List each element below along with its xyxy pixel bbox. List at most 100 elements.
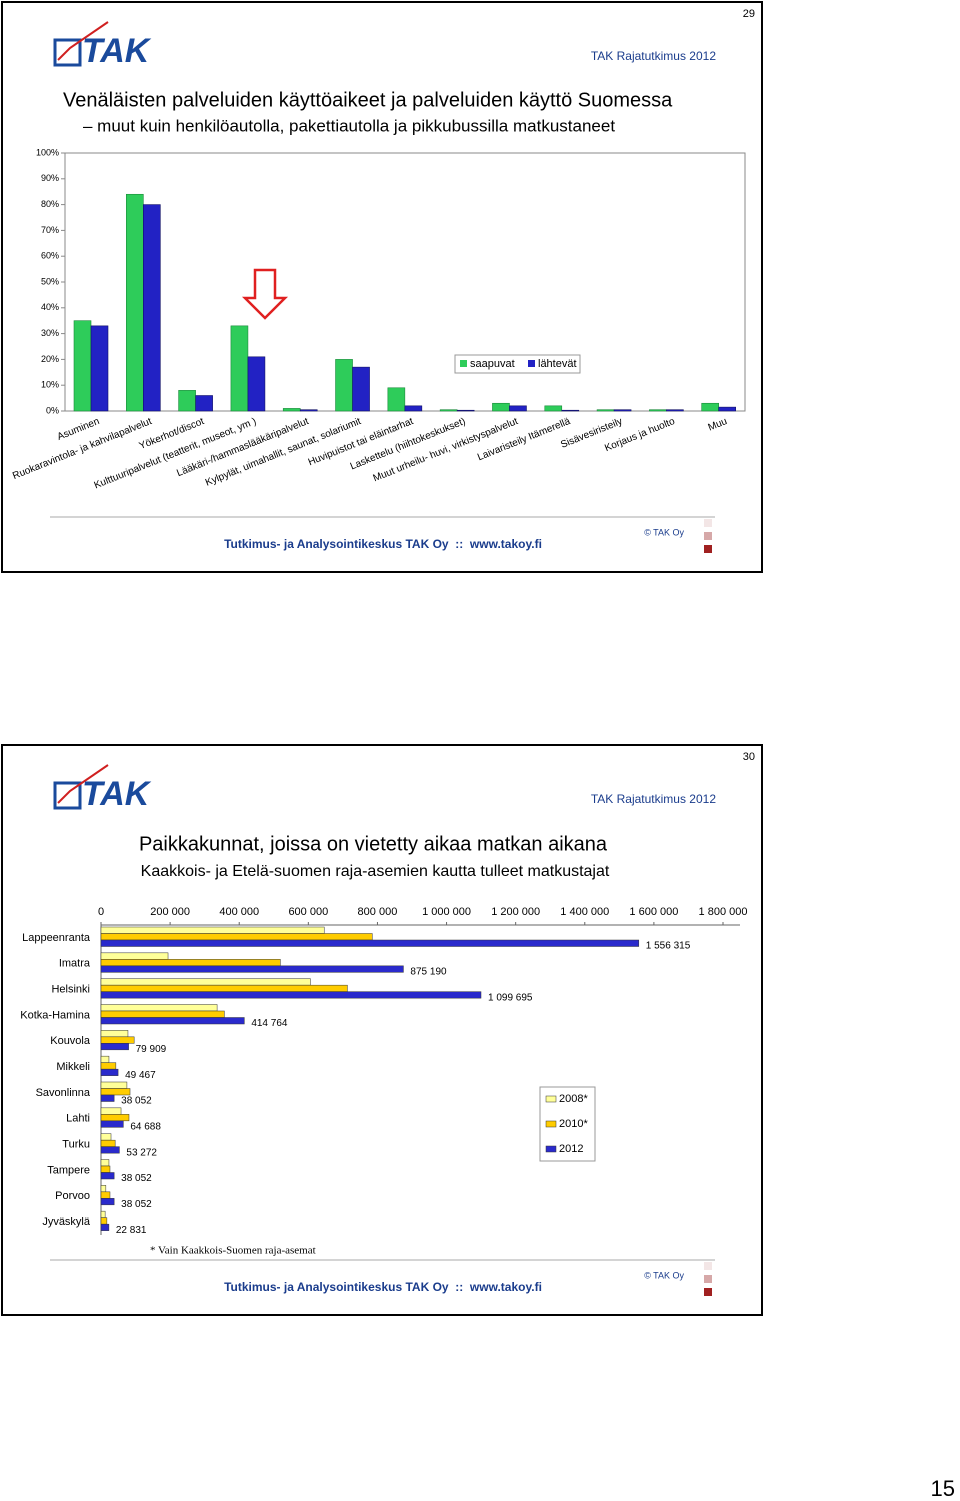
y-tick-label: Lappeenranta <box>22 932 91 944</box>
bar <box>649 409 667 412</box>
bar <box>100 939 640 947</box>
bar <box>100 952 169 960</box>
bar <box>100 1114 130 1122</box>
deco-square <box>704 1262 712 1270</box>
slide-frame <box>1 1 763 573</box>
legend-label: saapuvat <box>470 358 515 370</box>
copyright: © TAK Oy <box>644 527 684 537</box>
bar <box>100 1062 117 1070</box>
y-tick-label: Helsinki <box>51 984 90 996</box>
bar <box>247 356 266 412</box>
header: TAK Rajatutkimus 2012 <box>591 49 716 63</box>
bar <box>90 325 109 412</box>
data-label: 1 556 315 <box>646 941 691 952</box>
y-tick-label: Turku <box>62 1139 90 1151</box>
bar <box>509 405 527 412</box>
bar <box>100 991 482 999</box>
bar <box>100 1198 115 1206</box>
x-tick-label: 1 800 000 <box>699 906 748 918</box>
bar <box>100 965 404 973</box>
slide-subtitle: Kaakkois- ja Etelä-suomen raja-asemien k… <box>141 863 610 880</box>
bar <box>100 1094 115 1102</box>
legend-label: 2010* <box>559 1118 588 1130</box>
header: TAK Rajatutkimus 2012 <box>591 792 716 806</box>
data-label: 1 099 695 <box>488 992 533 1003</box>
y-tick-label: 0% <box>46 405 59 415</box>
bar <box>195 395 213 412</box>
bar <box>100 1120 124 1128</box>
bar <box>100 1043 129 1051</box>
bar <box>126 193 144 412</box>
bar <box>100 1088 131 1096</box>
bar <box>100 1081 128 1089</box>
deco-square <box>704 1275 712 1283</box>
legend-swatch <box>545 1120 557 1128</box>
y-tick-label: Kotka-Hamina <box>20 1009 91 1021</box>
arrow <box>241 268 289 320</box>
bar <box>666 409 684 412</box>
y-tick-label: Savonlinna <box>36 1087 91 1099</box>
data-label: 22 831 <box>116 1225 147 1236</box>
y-tick-label: Lahti <box>66 1113 90 1125</box>
bar <box>100 1030 129 1038</box>
bar <box>387 387 406 412</box>
legend-swatch <box>528 360 535 367</box>
x-tick-label: 200 000 <box>150 906 190 918</box>
legend-label: 2012 <box>559 1143 583 1155</box>
y-tick-label: 30% <box>41 328 59 338</box>
y-tick-label: Mikkeli <box>56 1061 90 1073</box>
bar <box>701 402 719 412</box>
copyright: © TAK Oy <box>644 1270 684 1280</box>
bar <box>100 1146 120 1154</box>
data-label: 49 467 <box>125 1070 156 1081</box>
legend-swatch <box>460 360 467 367</box>
logo-swoosh <box>57 764 109 804</box>
y-tick-label: 60% <box>41 251 59 261</box>
annotation: * Vain Kaakkois-Suomen raja-asemat <box>150 1245 316 1257</box>
slide-title: Paikkakunnat, joissa on vietetty aikaa m… <box>139 833 608 855</box>
y-tick-label: Imatra <box>59 958 91 970</box>
legend-swatch <box>545 1145 557 1153</box>
bar <box>100 1172 115 1180</box>
bar <box>100 1185 107 1193</box>
bar <box>100 1139 116 1147</box>
y-tick-label: Kouvola <box>50 1035 91 1047</box>
deco-square <box>704 532 712 540</box>
bar <box>178 390 196 412</box>
y-tick-label: Jyväskylä <box>42 1216 91 1228</box>
y-tick-label: 10% <box>41 380 59 390</box>
bar <box>100 1017 245 1025</box>
bar <box>73 320 92 412</box>
x-tick-label: 1 400 000 <box>560 906 609 918</box>
slide-frame <box>1 744 763 1316</box>
y-tick-label: 20% <box>41 354 59 364</box>
bar <box>100 1107 122 1115</box>
bar <box>100 984 348 992</box>
bar <box>100 978 311 986</box>
bar <box>100 1010 225 1018</box>
slide-title: Venäläisten palveluiden käyttöaikeet ja … <box>63 89 673 111</box>
data-label: 38 052 <box>121 1173 152 1184</box>
legend-swatch <box>545 1095 557 1103</box>
bar <box>492 402 510 412</box>
x-tick-label: 600 000 <box>288 906 328 918</box>
x-tick-label: 400 000 <box>219 906 259 918</box>
bar <box>100 1133 112 1141</box>
footer: Tutkimus- ja Analysointikeskus TAK Oy ::… <box>224 1280 542 1294</box>
bar <box>544 405 563 412</box>
data-label: 875 190 <box>410 966 447 977</box>
bar <box>613 409 632 412</box>
bar <box>100 1036 135 1044</box>
x-tick-label: 1 000 000 <box>422 906 471 918</box>
deco-square <box>704 1288 712 1296</box>
y-tick-label: Tampere <box>47 1164 90 1176</box>
bar <box>439 409 458 412</box>
deco-square <box>704 545 712 553</box>
data-label: 38 052 <box>121 1096 152 1107</box>
data-label: 38 052 <box>121 1199 152 1210</box>
bar <box>100 933 373 941</box>
bar <box>100 1217 108 1225</box>
y-tick-label: 70% <box>41 225 59 235</box>
bar <box>404 405 423 412</box>
